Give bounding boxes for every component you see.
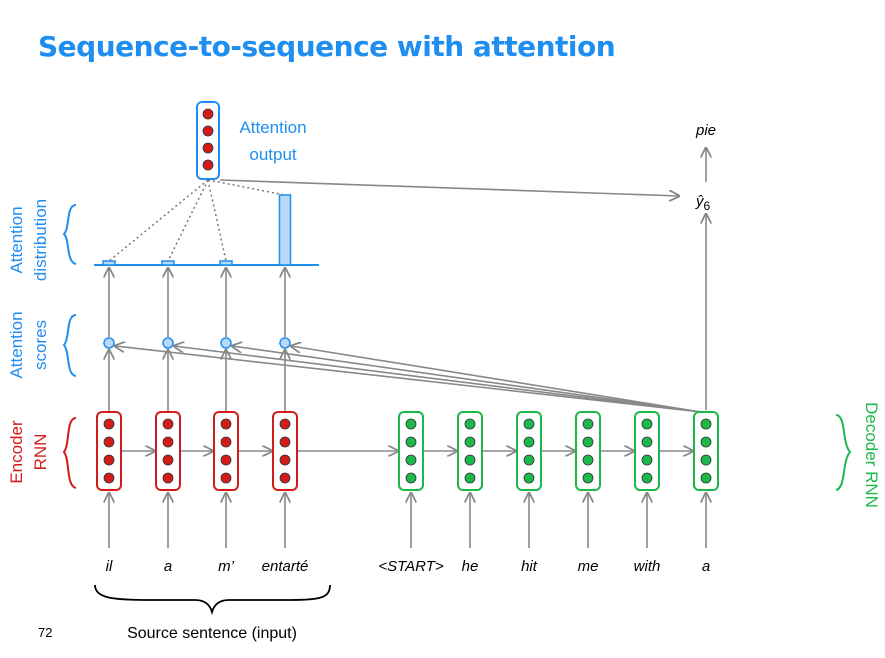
encoder-rnn-brace: [62, 417, 77, 489]
y-hat-label: ŷ6: [695, 193, 711, 213]
attention-distribution-label-line1: Attention: [7, 206, 26, 273]
target-word-5: with: [634, 558, 661, 575]
attention-output-vector: [196, 101, 220, 180]
attention-scores-label-line1: Attention: [7, 311, 26, 378]
encoder-cell-3: [213, 411, 239, 491]
attention-scores-label-line2: scores: [31, 320, 50, 370]
attention-score-1: [103, 337, 115, 349]
decoder-to-score-arrow: [115, 346, 702, 413]
attention-weight-bar-3: [219, 260, 233, 266]
target-word-2: he: [462, 558, 479, 575]
encoder-rnn-label-line1: Encoder: [7, 420, 26, 484]
decoder-cell-4: [575, 411, 601, 491]
decoder-cell-2: [457, 411, 483, 491]
attention-weight-link-2: [167, 179, 209, 262]
attention-weight-bar-2: [161, 260, 175, 266]
attention-distribution-bars: [102, 194, 292, 266]
attention-weight-link-3: [207, 179, 227, 262]
source-word-3: m’: [218, 558, 234, 575]
y-hat-subscript: 6: [704, 199, 711, 213]
decoder-rnn-brace: [835, 414, 852, 491]
decoder-cell-1: [398, 411, 424, 491]
attention-score-2: [162, 337, 174, 349]
encoder-cell-4: [272, 411, 298, 491]
rnn-cells: [96, 411, 719, 491]
attention-dotted-links: [108, 179, 286, 262]
attention-score-3: [220, 337, 232, 349]
slide-title: Sequence-to-sequence with attention: [38, 30, 616, 63]
target-word-4: me: [578, 558, 599, 575]
page-number: 72: [38, 625, 52, 640]
encoder-cell-1: [96, 411, 122, 491]
attention-score-nodes: [103, 337, 291, 349]
attention-output-label-line2: output: [249, 145, 297, 164]
attention-distribution-brace: [62, 204, 77, 265]
input-words: il a m’ entarté <START> he hit me with a: [106, 558, 711, 575]
attention-weight-link-1: [108, 179, 209, 262]
decoder-rnn-label: Decoder RNN: [862, 402, 881, 508]
attention-output-to-prediction-arrow: [219, 179, 679, 196]
decoder-to-score-arrow: [232, 346, 702, 413]
attention-weight-link-4: [207, 179, 286, 196]
target-word-6: a: [702, 558, 710, 575]
decoder-to-score-arrow: [174, 346, 702, 413]
encoder-cell-2: [155, 411, 181, 491]
attention-scores-brace: [62, 314, 77, 377]
decoder-to-score-arrow: [291, 346, 702, 413]
source-sentence-label: Source sentence (input): [127, 625, 297, 642]
attention-score-4: [279, 337, 291, 349]
target-word-3: hit: [521, 558, 538, 575]
encoder-rnn-label-line2: RNN: [31, 434, 50, 471]
source-word-2: a: [164, 558, 172, 575]
prediction-word: pie: [695, 122, 716, 139]
source-sentence-brace: [94, 584, 331, 616]
source-word-1: il: [106, 558, 113, 575]
decoder-to-score-lines: [115, 346, 702, 413]
target-word-1: <START>: [378, 558, 444, 575]
source-word-4: entarté: [262, 558, 309, 575]
encoder-to-score-arrows: [109, 350, 285, 412]
input-arrows: [109, 493, 706, 548]
decoder-cell-5: [634, 411, 660, 491]
score-to-distribution-arrows: [109, 268, 285, 337]
decoder-cell-3: [516, 411, 542, 491]
decoder-cell-6: [693, 411, 719, 491]
attention-weight-bar-1: [102, 260, 116, 266]
attention-weight-bar-4: [278, 194, 292, 266]
y-hat-base: ŷ: [695, 193, 705, 210]
attention-output-label-line1: Attention: [239, 118, 306, 137]
attention-distribution-label-line2: distribution: [31, 199, 50, 281]
